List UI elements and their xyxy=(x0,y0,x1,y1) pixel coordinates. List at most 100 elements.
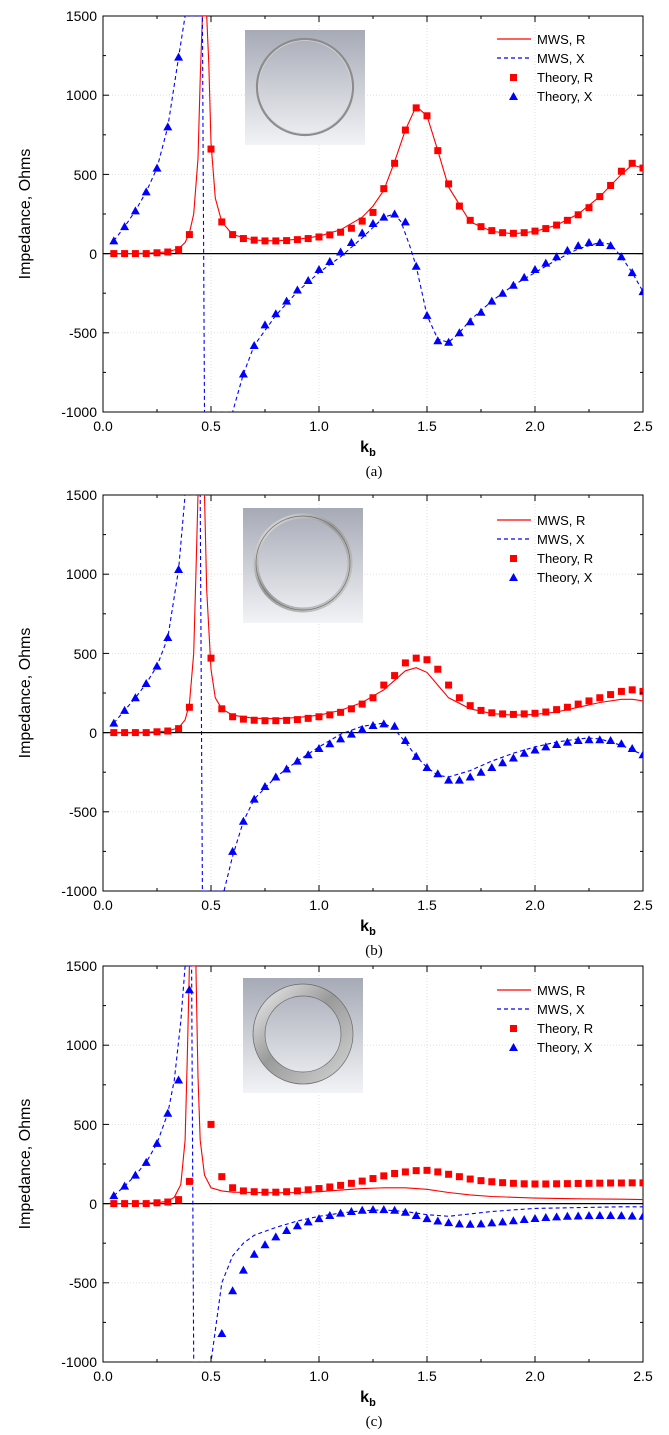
data-point-theory-x xyxy=(562,1211,572,1220)
data-point-theory-x xyxy=(271,309,281,318)
data-point-theory-x xyxy=(606,736,616,745)
data-point-theory-r xyxy=(369,208,377,216)
data-point-theory-r xyxy=(488,709,496,717)
panel-caption-c: (c) xyxy=(366,1414,383,1430)
series-line-mws-r xyxy=(113,495,643,734)
data-point-theory-r xyxy=(142,729,150,737)
data-point-theory-x xyxy=(163,633,173,642)
data-point-theory-x xyxy=(346,729,356,738)
chart-marks-b xyxy=(103,495,643,891)
data-point-theory-x xyxy=(411,751,421,760)
data-point-theory-r xyxy=(369,694,377,702)
data-point-theory-x xyxy=(454,775,464,784)
data-point-theory-x xyxy=(465,317,475,326)
data-point-theory-r xyxy=(639,164,643,172)
data-point-theory-x xyxy=(627,743,637,752)
data-point-theory-x xyxy=(238,816,248,825)
data-point-theory-r xyxy=(542,225,550,233)
data-point-theory-x xyxy=(314,1214,324,1223)
data-point-theory-r xyxy=(391,672,399,680)
ytick-label: 500 xyxy=(74,167,98,183)
data-point-theory-r xyxy=(499,1179,507,1187)
data-point-theory-x xyxy=(487,1218,497,1227)
data-point-theory-x xyxy=(487,296,497,305)
data-point-theory-r xyxy=(153,1199,161,1207)
data-point-theory-x xyxy=(249,794,259,803)
data-point-theory-r xyxy=(207,654,215,662)
data-point-theory-r xyxy=(347,1179,355,1187)
xtick-label: 0.0 xyxy=(93,418,113,434)
data-point-theory-r xyxy=(607,691,615,699)
xtick-label: 2.0 xyxy=(525,897,545,913)
data-point-theory-r xyxy=(401,659,409,667)
data-point-theory-r xyxy=(401,126,409,134)
data-point-theory-x xyxy=(584,735,594,744)
data-point-theory-x xyxy=(562,737,572,746)
data-point-theory-r xyxy=(326,711,334,719)
data-point-theory-x xyxy=(595,735,605,744)
data-point-theory-x xyxy=(282,1226,292,1235)
data-point-theory-r xyxy=(153,728,161,736)
data-point-theory-r xyxy=(617,687,625,695)
chart-panel-c: 1500 1000 500 0 -500 -1000 0.0 0.5 1.0 1… xyxy=(17,958,653,1430)
data-point-theory-x xyxy=(595,1210,605,1219)
data-point-theory-x xyxy=(260,781,270,790)
data-point-theory-r xyxy=(628,159,636,167)
ytick-label: -500 xyxy=(69,325,97,341)
panel-caption-b: (b) xyxy=(365,943,383,959)
data-point-theory-x xyxy=(476,1219,486,1228)
data-point-theory-x xyxy=(562,245,572,254)
data-point-theory-x xyxy=(292,1221,302,1230)
data-point-theory-x xyxy=(519,748,529,757)
data-point-theory-r xyxy=(380,681,388,689)
data-point-theory-x xyxy=(411,261,421,270)
data-point-theory-x xyxy=(541,1213,551,1222)
data-point-theory-r xyxy=(509,710,517,718)
inset-image-c xyxy=(243,978,363,1093)
x-axis-label-subscript: b xyxy=(369,1397,376,1409)
data-point-theory-x xyxy=(411,1210,421,1219)
data-point-theory-x xyxy=(238,1265,248,1274)
data-point-theory-x xyxy=(109,1191,119,1200)
data-point-theory-x xyxy=(541,742,551,751)
data-point-theory-x xyxy=(228,1286,238,1295)
data-point-theory-x xyxy=(271,772,281,781)
data-point-theory-r xyxy=(131,1200,139,1208)
data-point-theory-x xyxy=(249,340,259,349)
data-point-theory-x xyxy=(379,212,389,221)
data-point-theory-r xyxy=(347,705,355,713)
data-point-theory-x xyxy=(228,846,238,855)
data-point-theory-x xyxy=(573,1211,583,1220)
data-point-theory-x xyxy=(292,285,302,294)
data-point-theory-r xyxy=(261,1188,269,1196)
data-point-theory-r xyxy=(585,697,593,705)
data-point-theory-x xyxy=(616,252,626,261)
data-point-theory-x xyxy=(303,276,313,285)
data-point-theory-r xyxy=(423,1166,431,1174)
data-point-theory-r xyxy=(531,227,539,235)
data-point-theory-x xyxy=(357,724,367,733)
data-point-theory-r xyxy=(293,1187,301,1195)
data-point-theory-x xyxy=(141,678,151,687)
data-point-theory-r xyxy=(337,1181,345,1189)
xtick-label: 0.5 xyxy=(201,418,221,434)
data-point-theory-r xyxy=(412,104,420,112)
data-point-theory-r xyxy=(488,1178,496,1186)
legend-label-theory-x: Theory, X xyxy=(537,89,593,104)
data-point-theory-r xyxy=(445,681,453,689)
legend-swatch-theory-r xyxy=(510,74,517,81)
data-point-theory-r xyxy=(185,1177,193,1185)
ytick-label: -1000 xyxy=(61,883,97,899)
data-point-theory-r xyxy=(553,221,561,229)
data-point-theory-r xyxy=(520,710,528,718)
data-point-theory-r xyxy=(110,250,118,258)
legend-label-theory-r: Theory, R xyxy=(537,70,593,85)
data-point-theory-x xyxy=(454,1219,464,1228)
data-point-theory-r xyxy=(293,236,301,244)
data-point-theory-x xyxy=(357,1205,367,1214)
data-point-theory-r xyxy=(434,147,442,155)
data-point-theory-r xyxy=(380,185,388,193)
data-point-theory-x xyxy=(433,1216,443,1225)
legend-label-theory-x: Theory, X xyxy=(537,1040,593,1055)
data-point-theory-r xyxy=(488,227,496,235)
